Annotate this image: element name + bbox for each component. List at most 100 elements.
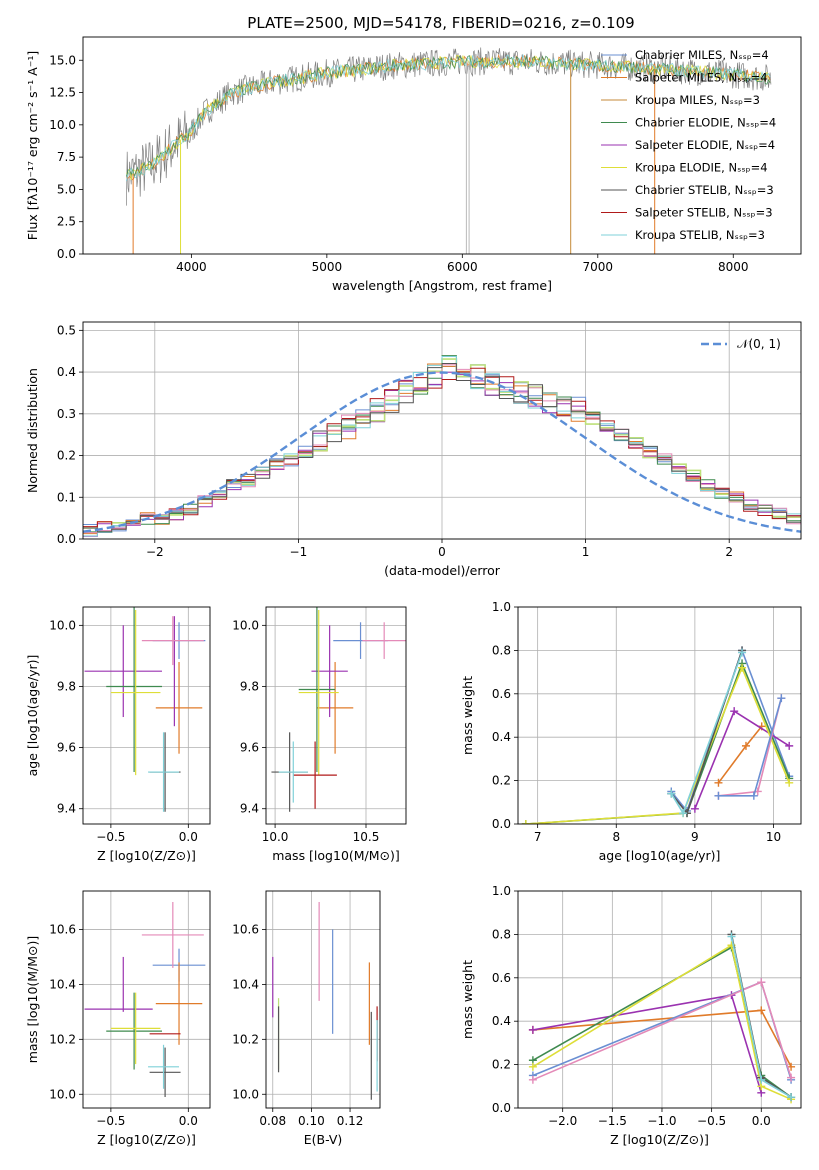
weight-marker <box>690 804 699 813</box>
plot-area <box>521 646 794 824</box>
weight-marker <box>785 778 794 787</box>
weight-marker <box>730 707 739 716</box>
panel-mass-vs-ebv: 0.08 0.10 0.12 10.0 10.2 10.4 10.6 E(B-V) <box>232 890 381 1147</box>
x-tick-label: −0.5 <box>96 1114 125 1128</box>
x-tick-label: −1 <box>290 545 308 559</box>
x-tick-label: −0.5 <box>96 830 125 844</box>
x-tick-label: 7000 <box>583 260 614 274</box>
x-tick-label: 0.12 <box>337 1114 364 1128</box>
weight-marker <box>785 741 794 750</box>
x-tick-label: 6000 <box>447 260 478 274</box>
error-bar-point <box>84 625 162 718</box>
error-bar-point <box>110 992 161 1065</box>
y-axis-label: Flux [fλ10⁻¹⁷ erg cm⁻² s⁻¹ A⁻¹] <box>25 51 40 240</box>
x-axis-label: Z [log10(Z/Z⊙)] <box>610 1132 709 1147</box>
x-tick-label: −0.5 <box>697 1114 726 1128</box>
error-bar-point <box>148 732 180 812</box>
residual-histogram <box>83 371 801 537</box>
y-tick-label: 0.0 <box>57 532 76 546</box>
error-bar-point <box>148 1044 180 1089</box>
y-tick-label: 9.4 <box>57 802 76 816</box>
x-tick-label: −1.0 <box>647 1114 676 1128</box>
weight-marker <box>757 1075 766 1084</box>
weight-marker <box>521 820 530 824</box>
weight-marker <box>787 1073 796 1082</box>
weight-marker <box>738 663 747 672</box>
model-spectrum-line <box>126 55 771 181</box>
y-tick-label: 9.8 <box>240 679 259 693</box>
weight-marker <box>777 694 786 703</box>
y-tick-label: 5.0 <box>57 182 76 196</box>
axes-frame <box>82 36 802 255</box>
y-tick-label: 0.4 <box>492 730 511 744</box>
model-spectrum-line <box>126 53 771 182</box>
weight-marker <box>714 791 723 800</box>
plot-area <box>272 901 378 1100</box>
x-axis-label: E(B-V) <box>304 1132 343 1147</box>
y-tick-label: 1.0 <box>492 600 511 614</box>
weight-marker <box>741 741 750 750</box>
panel-weight-vs-age: 7 8 9 10 0.0 0.2 0.4 0.6 0.8 1.0 age [log10(age/yr… <box>460 600 802 863</box>
panel-residuals: −2 −1 0 1 2 0.0 0.1 0.2 0.3 0.4 0.5 (data-model)/er… <box>25 321 802 578</box>
y-axis-label: age [log10(age/yr)] <box>25 655 40 777</box>
y-tick-label: 0.8 <box>492 927 511 941</box>
weight-series-line <box>525 665 790 824</box>
axes-frame <box>265 606 407 825</box>
y-tick-label: 0.4 <box>492 1014 511 1028</box>
error-bar-point <box>311 625 348 718</box>
y-tick-label: 0.0 <box>57 247 76 261</box>
axes-frame <box>82 321 802 540</box>
y-tick-label: 10.4 <box>232 977 259 991</box>
y-tick-label: 9.8 <box>57 679 76 693</box>
legend-label: Chabrier MILES, Nₛₛₚ=4 <box>635 48 769 62</box>
plot-area <box>84 607 206 812</box>
legend-label: Kroupa MILES, Nₛₛₚ=3 <box>635 93 760 107</box>
error-bar-point <box>141 616 204 666</box>
x-tick-label: −2 <box>146 545 164 559</box>
weight-marker <box>714 778 723 787</box>
error-bar-point <box>110 610 161 776</box>
weight-marker <box>667 789 676 798</box>
y-tick-label: 10.0 <box>232 1087 259 1101</box>
panel-age-vs-Z: −0.5 0.0 9.4 9.6 9.8 10.0 Z [log10(Z/Z⊙)] age [… <box>25 606 211 863</box>
plot-area <box>84 901 206 1098</box>
x-tick-label: 0.10 <box>298 1114 325 1128</box>
x-axis-label: age [log10(age/yr)] <box>599 848 721 863</box>
y-tick-label: 0.0 <box>492 817 511 831</box>
error-bar-point <box>316 662 354 754</box>
axes-frame <box>82 890 211 1109</box>
axes-frame <box>517 606 802 825</box>
legend: 𝒩(0, 1) <box>701 337 781 351</box>
x-tick-label: 9 <box>691 830 699 844</box>
x-tick-label: 2 <box>725 545 733 559</box>
legend-label: Salpeter ELODIE, Nₛₛₚ=4 <box>635 138 775 152</box>
x-axis-label: Z [log10(Z/Z⊙)] <box>97 1132 196 1147</box>
x-tick-label: −1.5 <box>598 1114 627 1128</box>
plot-area <box>528 930 796 1104</box>
x-axis-label: mass [log10(M/M⊙)] <box>272 848 400 863</box>
y-tick-label: 0.8 <box>492 643 511 657</box>
x-tick-label: 0.0 <box>752 1114 771 1128</box>
weight-marker <box>757 978 766 987</box>
legend-label: 𝒩(0, 1) <box>737 337 781 351</box>
y-tick-label: 2.5 <box>57 215 76 229</box>
legend-label: Chabrier ELODIE, Nₛₛₚ=4 <box>635 116 776 130</box>
y-tick-label: 10.0 <box>49 618 76 632</box>
y-axis-label: Normed distribution <box>25 368 40 493</box>
weight-marker <box>528 1075 537 1084</box>
y-tick-label: 0.2 <box>492 774 511 788</box>
panel-weight-vs-Z: −2.0 −1.5 −1.0 −0.5 0.0 0.0 0.2 0.4 0.6 0.8 1.0 Z [… <box>460 884 802 1147</box>
y-tick-label: 1.0 <box>492 884 511 898</box>
error-bar-point <box>106 607 162 773</box>
plot-area <box>271 607 406 812</box>
error-bar-point <box>141 901 204 968</box>
weight-marker <box>727 932 736 941</box>
y-tick-label: 10.6 <box>232 922 259 936</box>
error-bar-point <box>155 962 203 1045</box>
x-tick-label: 0.0 <box>179 1114 198 1128</box>
weight-marker <box>757 1006 766 1015</box>
x-tick-label: 7 <box>534 830 542 844</box>
panel-spectrum: 4000 5000 6000 7000 8000 0.0 2.5 5.0 7.5 10.0 12.5… <box>25 36 802 293</box>
y-tick-label: 12.5 <box>49 86 76 100</box>
plot-area <box>126 47 772 254</box>
